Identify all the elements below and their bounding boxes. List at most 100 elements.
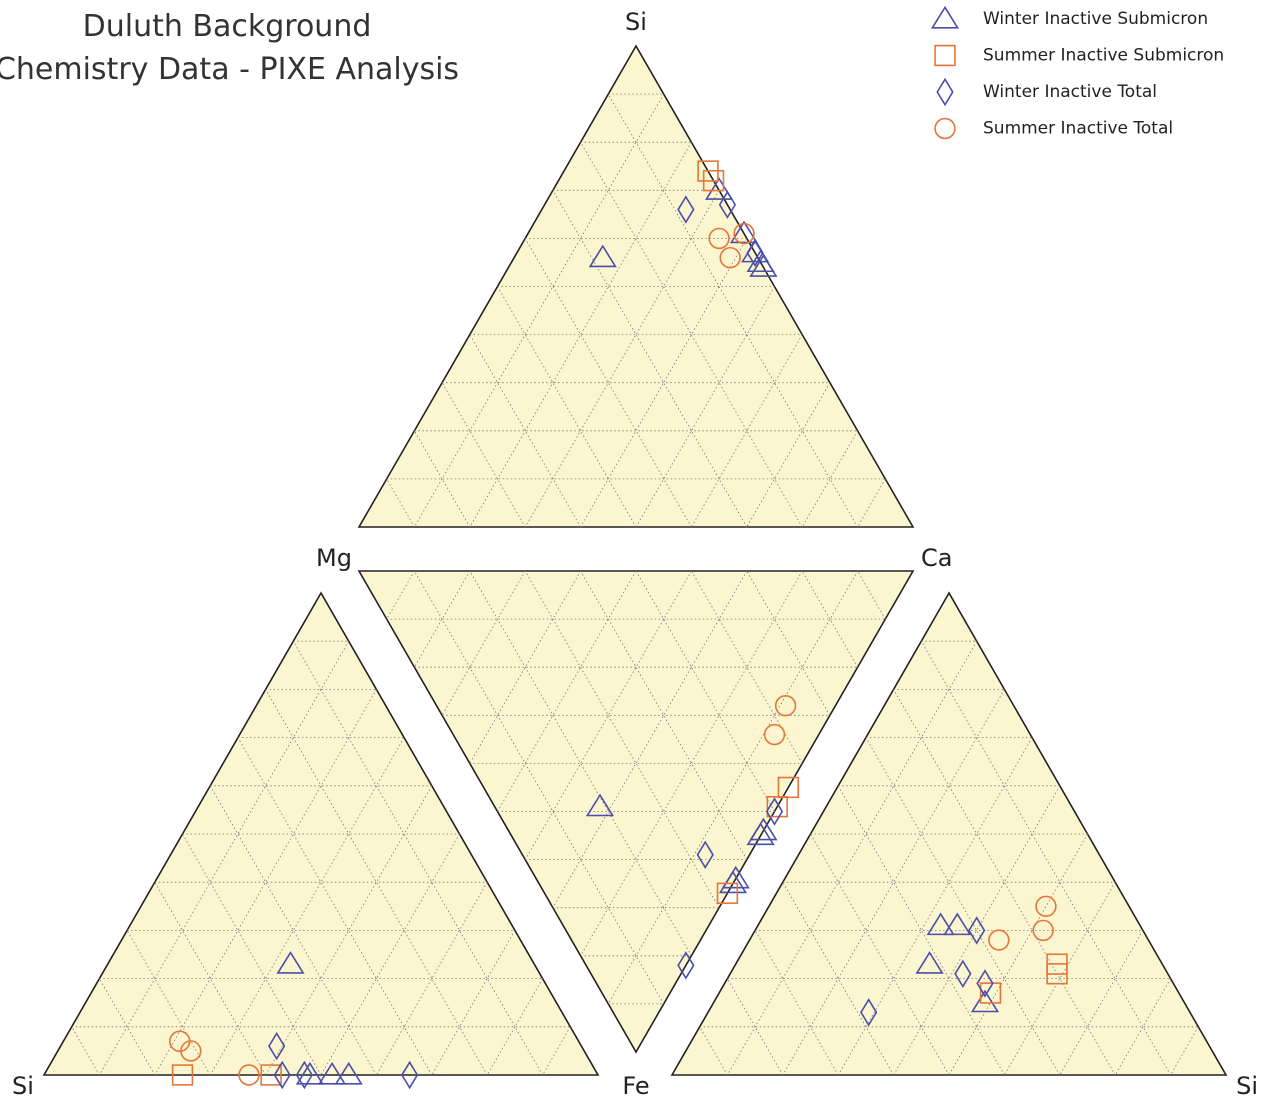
grid-line bbox=[414, 430, 471, 528]
grid-line bbox=[237, 737, 433, 1076]
chart-title: Chemistry Data - PIXE Analysis bbox=[0, 52, 459, 87]
grid-line bbox=[552, 190, 748, 528]
grid-line bbox=[782, 882, 894, 1076]
data-point bbox=[260, 1064, 282, 1086]
grid-line bbox=[857, 570, 886, 620]
data-point bbox=[171, 1064, 194, 1086]
data-point bbox=[1032, 919, 1054, 942]
data-point bbox=[238, 1064, 260, 1086]
grid-line bbox=[386, 478, 415, 528]
data-point bbox=[749, 254, 778, 277]
corner-label: Mg bbox=[316, 544, 352, 572]
data-point bbox=[705, 177, 734, 200]
grid-line bbox=[486, 978, 543, 1076]
data-point bbox=[763, 723, 786, 746]
data-point bbox=[954, 959, 972, 988]
grid-line bbox=[727, 641, 978, 1076]
grid-line bbox=[71, 1026, 100, 1076]
data-point bbox=[585, 793, 615, 817]
data-point bbox=[746, 238, 764, 268]
grid-line bbox=[699, 1026, 728, 1076]
data-point bbox=[273, 1060, 291, 1090]
grid-line bbox=[1170, 1026, 1199, 1076]
grid-line bbox=[414, 93, 665, 528]
data-point bbox=[268, 1031, 286, 1061]
data-point bbox=[729, 220, 759, 244]
data-point bbox=[677, 195, 695, 224]
legend-label: Winter Inactive Submicron bbox=[983, 9, 1208, 29]
grid-line bbox=[542, 1026, 571, 1076]
legend-label: Summer Inactive Total bbox=[983, 119, 1173, 139]
grid-line bbox=[691, 334, 803, 528]
data-point bbox=[716, 882, 739, 904]
grid-line bbox=[552, 570, 748, 908]
grid-line bbox=[99, 641, 350, 1076]
data-point bbox=[677, 951, 695, 980]
data-point bbox=[334, 1061, 363, 1085]
corner-label: Si bbox=[12, 1072, 34, 1100]
grid-line bbox=[801, 570, 858, 668]
legend-marker bbox=[930, 5, 960, 29]
data-point bbox=[588, 244, 617, 268]
grid-line bbox=[376, 882, 488, 1076]
legend-marker bbox=[936, 77, 954, 107]
grid-line bbox=[414, 570, 471, 668]
grid-line bbox=[837, 737, 1033, 1076]
data-point bbox=[733, 222, 755, 245]
data-point bbox=[988, 929, 1010, 951]
grid-line bbox=[727, 978, 784, 1076]
data-point bbox=[979, 982, 1002, 1004]
data-point bbox=[708, 227, 730, 250]
data-point bbox=[718, 190, 737, 219]
grid-line bbox=[99, 978, 156, 1076]
data-point bbox=[401, 1060, 419, 1090]
data-point bbox=[702, 169, 725, 192]
plot-area bbox=[357, 44, 915, 528]
corner-label: Si bbox=[1236, 1072, 1258, 1100]
grid-line bbox=[857, 478, 886, 528]
data-point bbox=[968, 916, 986, 945]
data-point bbox=[915, 951, 944, 974]
corner-label: Ca bbox=[921, 544, 952, 572]
grid-line bbox=[386, 570, 415, 620]
grid-line bbox=[865, 737, 1061, 1076]
data-point bbox=[317, 1061, 347, 1085]
grid-line bbox=[209, 737, 405, 1076]
corner-label: Si bbox=[625, 8, 647, 36]
data-point bbox=[718, 870, 748, 894]
grid-line bbox=[524, 570, 720, 908]
grid-line bbox=[469, 570, 581, 764]
data-point bbox=[295, 1060, 314, 1090]
data-point bbox=[777, 776, 800, 799]
data-point bbox=[774, 694, 797, 717]
data-point bbox=[696, 840, 714, 869]
chart-title: Duluth Background bbox=[83, 9, 372, 44]
legend-label: Summer Inactive Submicron bbox=[983, 46, 1224, 66]
corner-label: Fe bbox=[622, 1072, 649, 1100]
data-point bbox=[766, 795, 788, 818]
legend-label: Winter Inactive Total bbox=[983, 82, 1157, 102]
data-point bbox=[970, 989, 1000, 1013]
grid-line bbox=[801, 430, 858, 528]
grid-line bbox=[414, 570, 665, 1005]
data-point bbox=[295, 1061, 325, 1085]
grid-line bbox=[524, 190, 720, 528]
data-point bbox=[749, 817, 778, 841]
grid-line bbox=[154, 882, 266, 1076]
data-point bbox=[926, 912, 955, 936]
data-point bbox=[976, 969, 994, 998]
grid-line bbox=[469, 334, 581, 528]
data-point bbox=[1035, 895, 1057, 917]
grid-line bbox=[1114, 978, 1171, 1076]
data-point bbox=[276, 951, 305, 974]
data-point bbox=[860, 998, 878, 1027]
data-point bbox=[943, 912, 972, 936]
data-point bbox=[765, 797, 784, 826]
grid-line bbox=[920, 641, 1171, 1076]
legend-marker bbox=[934, 117, 956, 140]
grid-line bbox=[292, 641, 543, 1076]
grid-line bbox=[607, 93, 858, 528]
grid-line bbox=[607, 570, 858, 1005]
data-point bbox=[180, 1040, 202, 1062]
